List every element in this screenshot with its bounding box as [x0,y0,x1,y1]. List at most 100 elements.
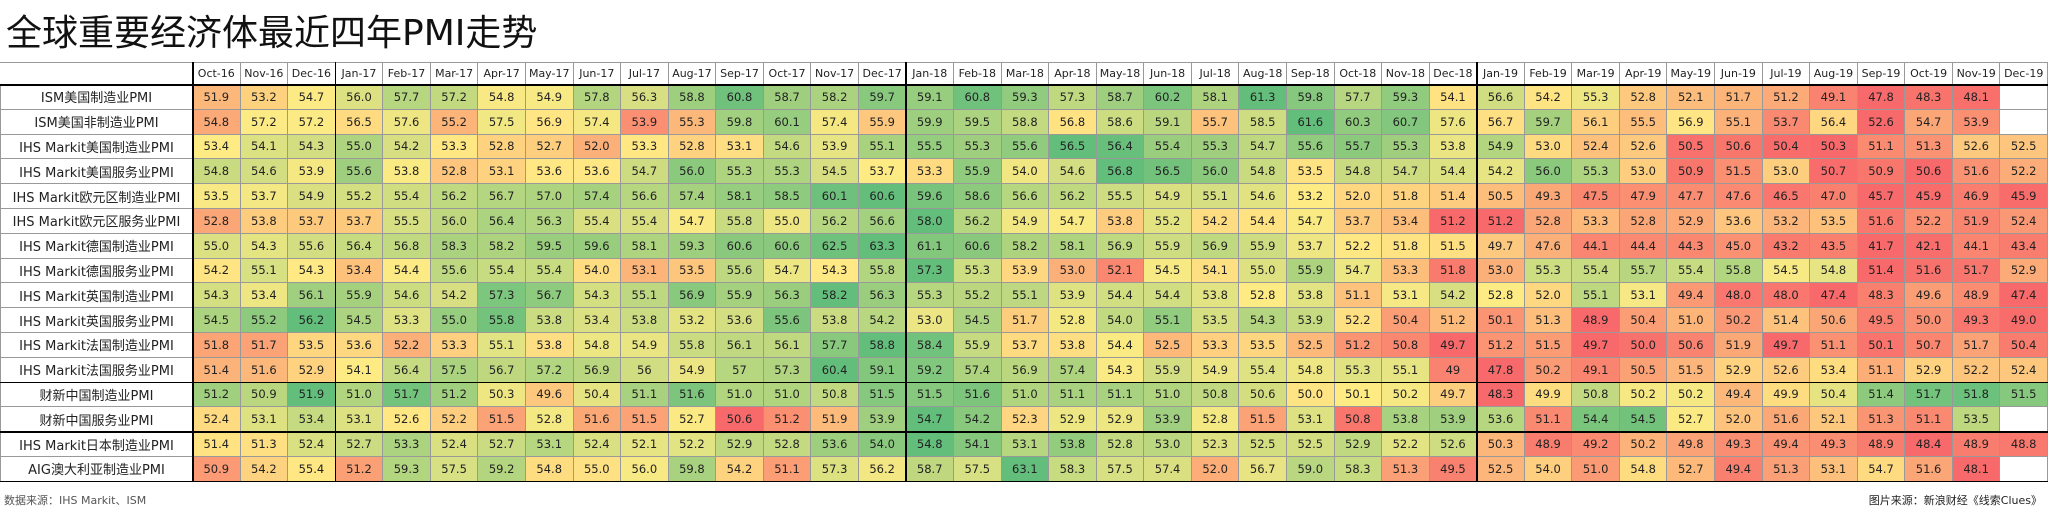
cell: 51.5 [621,407,669,433]
cell: 54.5 [811,159,859,185]
cell: 56.2 [811,209,859,234]
column-header: Dec-19 [2000,62,2048,85]
cell: 50.2 [1715,308,1763,333]
cell: 53.9 [1286,308,1335,333]
cell: 52.6 [1857,109,1906,135]
cell: 53.9 [1144,407,1192,433]
cell: 49.0 [2000,308,2048,333]
cell: 56.1 [288,283,336,309]
cell: 53.6 [573,159,622,185]
cell: 55.0 [193,233,241,259]
cell: 57.3 [763,357,812,383]
cell: 50.5 [1477,184,1525,209]
cell: 52.5 [1286,432,1335,457]
cell: 57.3 [1049,85,1097,110]
cell: 57.2 [288,109,336,135]
cell: 54.5 [335,308,384,333]
row-label: IHS Markit美国制造业PMI [0,134,193,160]
cell: 55.0 [1239,258,1287,284]
cell: 50.4 [573,382,622,408]
cell [2000,85,2048,110]
cell: 58.1 [716,184,764,209]
cell: 57.7 [383,85,431,110]
year-divider [1476,62,1478,482]
cell: 53.5 [1286,159,1335,185]
cell: 49.9 [1762,382,1811,408]
cell: 49 [1429,357,1478,383]
cell: 54.1 [335,357,384,383]
cell: 58.1 [621,233,669,259]
cell: 56.6 [1001,184,1050,209]
cell: 51.6 [668,382,717,408]
cell: 59.6 [573,233,622,259]
column-header: Nov-18 [1382,62,1430,85]
cell: 61.3 [1239,85,1287,110]
cell: 51.6 [1857,209,1906,234]
cell: 53.8 [1191,283,1240,309]
cell: 55.5 [1096,184,1145,209]
cell: 55.3 [1191,134,1240,160]
cell: 52.2 [1952,357,2001,383]
cell: 47.6 [1715,184,1763,209]
cell: 50.6 [716,407,764,433]
cell: 53.9 [858,407,907,433]
cell: 56.1 [763,333,812,358]
cell: 54.9 [525,85,574,110]
column-header: Oct-16 [193,62,241,85]
cell: 51.1 [1096,382,1145,408]
cell: 54.0 [573,258,622,284]
row-label: ISM美国制造业PMI [0,85,193,110]
cell: 50.2 [1382,382,1430,408]
cell: 45.9 [1905,184,1953,209]
cell: 56.6 [858,209,907,234]
cell: 53.0 [1619,159,1668,185]
cell: 49.4 [1715,457,1763,482]
cell: 53.2 [668,308,717,333]
cell: 51.8 [1382,184,1430,209]
cell: 50.6 [1667,333,1716,358]
cell: 51.7 [1715,85,1763,110]
column-header: Jan-19 [1477,62,1525,85]
cell: 54.5 [1762,258,1811,284]
cell: 54.8 [1286,357,1335,383]
column-header: Jul-17 [621,62,669,85]
cell: 52.8 [1524,209,1573,234]
cell: 54.5 [193,308,241,333]
cell: 52.1 [1667,85,1716,110]
cell: 54.0 [1001,159,1050,185]
cell: 54.8 [193,109,241,135]
cell: 49.2 [1572,432,1620,457]
cell: 55.0 [430,308,479,333]
cell: 47.6 [1524,233,1573,259]
cell: 59.7 [1524,109,1573,135]
cell: 55.1 [1382,357,1430,383]
cell: 50.1 [1334,382,1383,408]
cell: 54.4 [1572,407,1620,433]
cell: 59.2 [906,357,955,383]
cell: 51.1 [1334,283,1383,309]
cell: 53.7 [1334,209,1383,234]
cell: 54.7 [1905,109,1953,135]
cell: 58.8 [858,333,907,358]
cell: 49.4 [1715,382,1763,408]
cell: 52.8 [430,159,479,185]
cell: 53.0 [1144,432,1192,457]
cell: 53.8 [383,159,431,185]
cell: 55.4 [383,184,431,209]
cell: 52.8 [1191,407,1240,433]
cell: 51.2 [763,407,812,433]
cell: 55.1 [1572,283,1620,309]
cell: 50.7 [1905,333,1953,358]
cell: 54.9 [1001,209,1050,234]
cell: 45.0 [1715,233,1763,259]
cell: 50.0 [1286,382,1335,408]
cell: 51.0 [763,382,812,408]
cell: 53.1 [335,407,384,433]
cell: 54.5 [1144,258,1192,284]
cell [2000,407,2048,433]
cell: 51.0 [335,382,384,408]
cell: 53.8 [525,308,574,333]
cell: 53.2 [1762,209,1811,234]
cell: 55.4 [478,258,526,284]
cell: 52.9 [1667,209,1716,234]
